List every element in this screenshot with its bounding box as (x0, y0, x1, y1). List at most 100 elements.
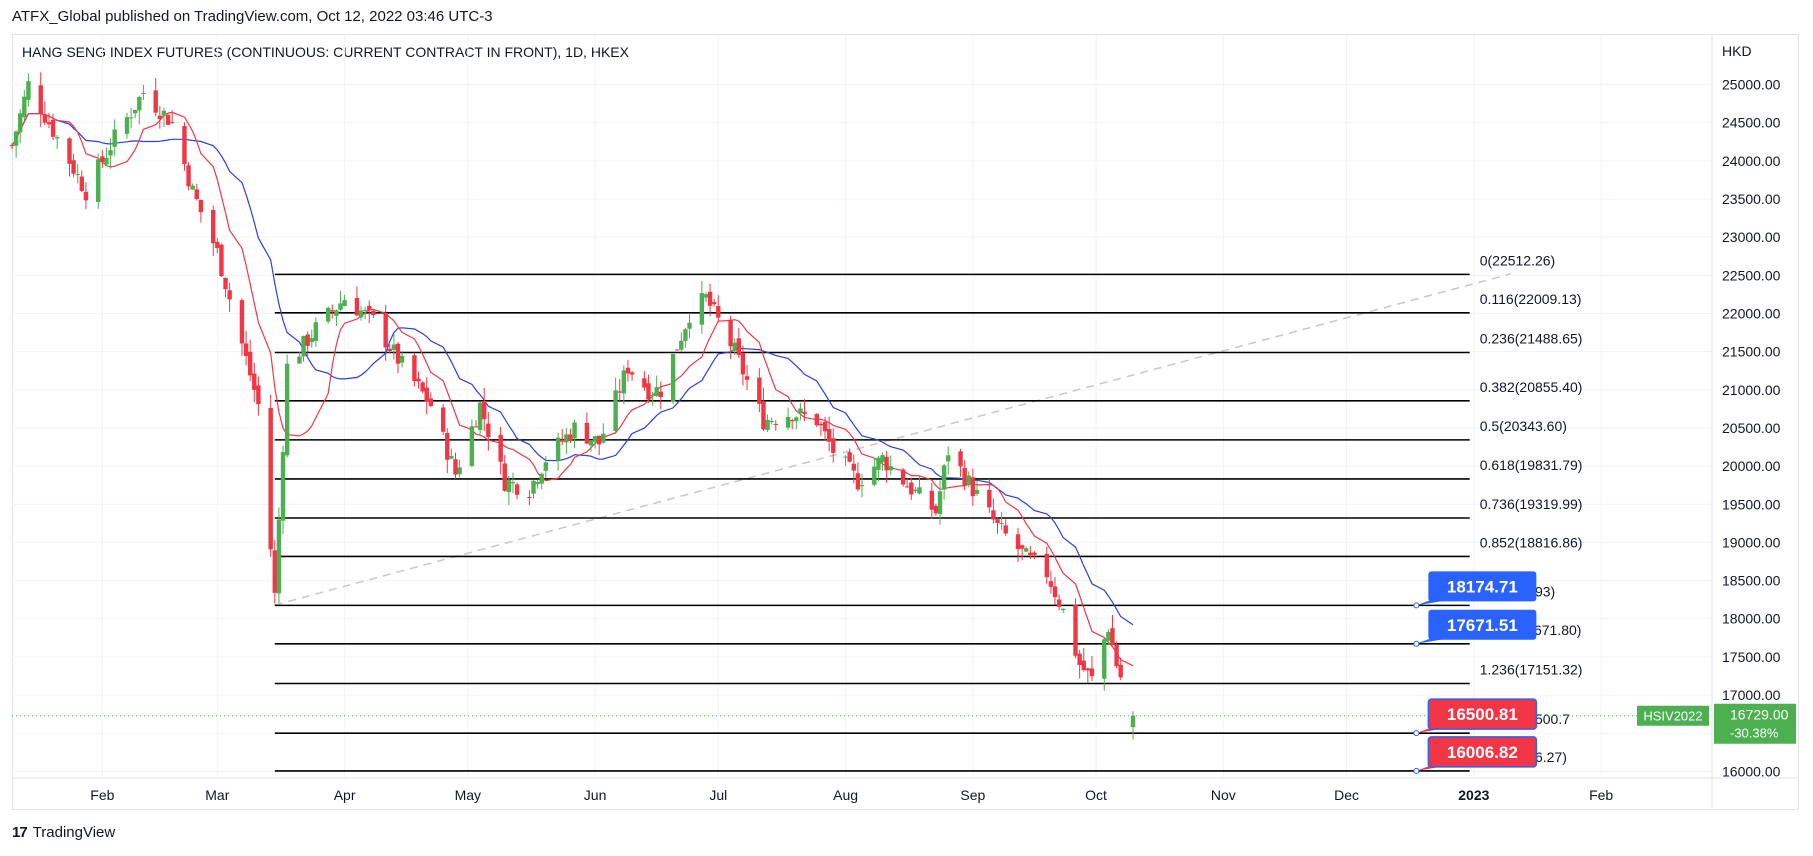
candle-body (22, 96, 27, 118)
candle-body (917, 487, 922, 494)
candle-body (995, 519, 1000, 524)
candle-body (227, 290, 232, 300)
candle-body (740, 353, 746, 375)
fib-level-label: 0.736(19319.99) (1480, 496, 1583, 512)
candle-body (757, 377, 762, 404)
x-tick-label: Oct (1085, 787, 1107, 803)
candle-body (157, 115, 163, 120)
candle-body (769, 420, 774, 423)
candle-body (880, 455, 885, 463)
candle-body (687, 322, 692, 329)
y-tick-label: 20000.00 (1722, 458, 1781, 474)
candle-body (539, 473, 544, 484)
symbol-tag (1637, 705, 1709, 726)
candle-body (654, 387, 659, 396)
callout-value: 16500.81 (1447, 705, 1518, 724)
candle-body (794, 417, 799, 422)
candle-body (798, 408, 803, 414)
candle-body (675, 349, 680, 351)
candle-body (399, 355, 405, 363)
candle-body (937, 491, 943, 515)
symbol-tag-text: HSIV2022 (1643, 709, 1702, 724)
candle-body (555, 437, 561, 461)
candle-body (75, 174, 80, 176)
candle-body (137, 96, 142, 111)
candle-body (933, 505, 939, 514)
candle-body (367, 305, 372, 311)
candle-body (855, 473, 861, 490)
candle-body (1110, 628, 1115, 646)
fib-level-label: 0.5(20343.60) (1480, 418, 1567, 434)
callout-value: 17671.51 (1447, 616, 1518, 635)
candle-body (383, 313, 388, 348)
candle-body (215, 241, 220, 249)
y-tick-label: 16000.00 (1722, 763, 1781, 779)
y-tick-label: 21000.00 (1722, 382, 1781, 398)
candle-body (588, 440, 594, 446)
candle-body (96, 159, 101, 202)
candle-body (683, 329, 688, 341)
candle-body (338, 303, 343, 310)
candle-body (642, 378, 647, 388)
callout-box (1427, 736, 1538, 768)
candle-body (256, 385, 261, 405)
candle-body (100, 156, 105, 163)
candle-body (773, 423, 778, 425)
candle-body (572, 422, 577, 439)
candle-body (859, 485, 865, 487)
callout-value: 18174.71 (1447, 577, 1518, 596)
candle-body (473, 426, 479, 428)
y-tick-label: 17000.00 (1722, 687, 1781, 703)
candle-body (789, 420, 795, 422)
candle-body (391, 344, 397, 350)
candle-body (1114, 644, 1119, 667)
tradingview-footer[interactable]: 17 TradingView (12, 824, 115, 841)
candle-body (9, 145, 15, 147)
y-tick-label: 23000.00 (1722, 229, 1781, 245)
candle-body (699, 293, 705, 325)
candle-body (703, 294, 709, 298)
candle-body (966, 475, 971, 486)
published-by-text: ATFX_Global published on TradingView.com… (12, 8, 493, 25)
candle-body (670, 354, 676, 402)
candle-body (958, 451, 963, 467)
candle-body (182, 126, 187, 165)
x-tick-label: Jul (709, 787, 727, 803)
candle-body (67, 138, 72, 164)
y-tick-label: 22500.00 (1722, 267, 1781, 283)
candle-body (313, 322, 319, 341)
x-tick-label: Aug (833, 787, 858, 803)
candle-body (1044, 553, 1049, 578)
candle-body (506, 480, 512, 493)
candle-body (716, 306, 721, 318)
candle-body (453, 459, 458, 475)
tradingview-logo-icon: 17 (12, 824, 28, 841)
candle-body (247, 351, 253, 376)
candle-body (847, 452, 852, 462)
candle-body (169, 121, 175, 123)
candle-body (186, 165, 191, 187)
candle-body (568, 434, 573, 441)
candle-body (243, 343, 249, 357)
candle-body (514, 484, 520, 495)
x-tick-label: Jun (584, 787, 607, 803)
callout-anchor-dot (1413, 602, 1420, 609)
candle-body (613, 390, 618, 431)
x-tick-label: Feb (90, 787, 114, 803)
candle-body (991, 510, 996, 520)
candle-body (112, 129, 117, 147)
y-tick-label: 24000.00 (1722, 153, 1781, 169)
x-tick-label: 2023 (1458, 787, 1489, 803)
y-tick-label: 18000.00 (1722, 611, 1781, 627)
candle-body (527, 497, 532, 499)
candle-body (1048, 581, 1054, 587)
candle-body (1081, 660, 1086, 671)
last-price-change: -30.38% (1730, 726, 1779, 741)
fib-level-label: 0(22512.26) (1480, 252, 1556, 268)
candle-body (54, 137, 60, 139)
candle-body (223, 277, 228, 290)
candle-body (79, 176, 85, 191)
candle-body (477, 402, 483, 431)
candle-body (252, 373, 257, 390)
